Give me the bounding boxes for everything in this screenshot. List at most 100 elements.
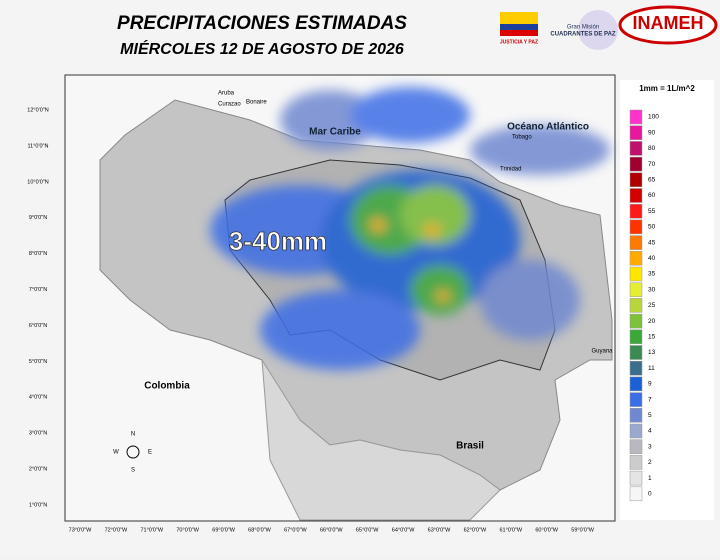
rain [436,291,450,301]
island-label: Bonaire [246,100,267,106]
legend-label: 55 [648,208,656,215]
legend-swatch [629,470,643,486]
legend-label: 80 [648,145,656,152]
legend-unit: 1mm = 1L/m^2 [639,84,695,93]
range-label: 3-40mm [229,226,327,256]
legend-label: 25 [648,302,656,309]
compass-label: N [131,432,135,438]
legend-label: 5 [648,412,652,419]
legend-swatch [629,392,643,407]
lon-tick: 66°0'0"W [320,527,343,533]
legend-swatch [629,172,643,188]
legend-swatch [629,266,643,282]
compass-label: S [131,468,135,474]
legend-swatch [629,125,643,140]
island-label: Trinidad [500,167,521,173]
lon-tick: 68°0'0"W [248,527,271,533]
legend-swatch [629,188,643,203]
lat-tick: 5°0'0"N [29,359,47,365]
legend-swatch [629,251,643,266]
legend-swatch [629,486,643,502]
lon-tick: 70°0'0"W [176,527,199,533]
lat-tick: 12°0'0"N [27,107,48,113]
rain [260,290,420,370]
logo-text: INAMEH [633,13,704,33]
legend-swatch [629,203,643,219]
rain [370,219,386,231]
country-label: Colombia [144,381,190,392]
legend-label: 70 [648,161,656,168]
legend-label: 45 [648,239,656,246]
legend-swatch [629,282,643,297]
legend-swatch [629,408,643,423]
rain [410,265,470,315]
legend-label: 0 [648,491,652,498]
lon-tick: 73°0'0"W [69,527,92,533]
title: PRECIPITACIONES ESTIMADAS [117,13,407,34]
lon-tick: 59°0'0"W [571,527,594,533]
flag [500,30,538,36]
island-label: Curazao [218,102,241,108]
legend-swatch [629,156,643,172]
lat-tick: 9°0'0"N [29,215,47,221]
logo [618,5,718,45]
legend-swatch [629,439,643,454]
lat-tick: 1°0'0"N [29,502,47,508]
rain [400,185,470,245]
legend-label: 7 [648,396,652,403]
lon-tick: 71°0'0"W [140,527,163,533]
lat-tick: 10°0'0"N [27,179,48,185]
logo-text: JUSTICIA Y PAZ [500,39,538,45]
flag [500,24,538,30]
legend-swatch [629,329,643,345]
lat-tick: 8°0'0"N [29,251,47,257]
legend-swatch [629,235,643,250]
rain [424,224,440,236]
legend-label: 100 [648,114,659,121]
legend-label: 30 [648,286,656,293]
lon-tick: 67°0'0"W [284,527,307,533]
legend-label: 3 [648,443,652,450]
legend-label: 90 [648,129,656,136]
legend-label: 50 [648,224,656,231]
legend-label: 4 [648,428,652,435]
lat-tick: 4°0'0"N [29,395,47,401]
ocean-label: Océano Atlántico [507,122,589,133]
sea-label: Mar Caribe [309,127,361,138]
legend-label: 1 [648,475,652,482]
logo-text: Gran Misión [567,25,599,31]
legend-label: 20 [648,318,656,325]
lat-tick: 6°0'0"N [29,323,47,329]
compass-label: E [148,450,152,456]
legend-swatch [629,219,643,235]
logo-text: CUADRANTES DE PAZ [550,32,616,38]
lon-tick: 64°0'0"W [392,527,415,533]
legend-label: 35 [648,271,656,278]
lon-tick: 63°0'0"W [428,527,451,533]
legend-swatch [629,109,643,125]
lon-tick: 72°0'0"W [105,527,128,533]
legend-label: 9 [648,381,652,388]
country-label: Brasil [456,441,484,452]
legend-label: 2 [648,459,652,466]
legend-swatch [629,376,643,392]
legend-swatch [629,360,643,376]
legend-label: 65 [648,177,656,184]
legend-swatch [629,313,643,329]
legend-swatch [629,141,643,156]
compass [126,445,140,459]
lon-tick: 69°0'0"W [212,527,235,533]
lon-tick: 61°0'0"W [499,527,522,533]
lon-tick: 65°0'0"W [356,527,379,533]
legend-label: 11 [648,365,655,372]
legend-swatch [629,423,643,439]
lat-tick: 11°0'0"N [27,143,48,149]
island-label: Aruba [218,91,235,97]
compass-label: W [113,450,119,456]
lon-tick: 62°0'0"W [464,527,487,533]
lat-tick: 3°0'0"N [29,431,47,437]
lat-tick: 2°0'0"N [29,466,47,472]
lat-tick: 7°0'0"N [29,287,47,293]
